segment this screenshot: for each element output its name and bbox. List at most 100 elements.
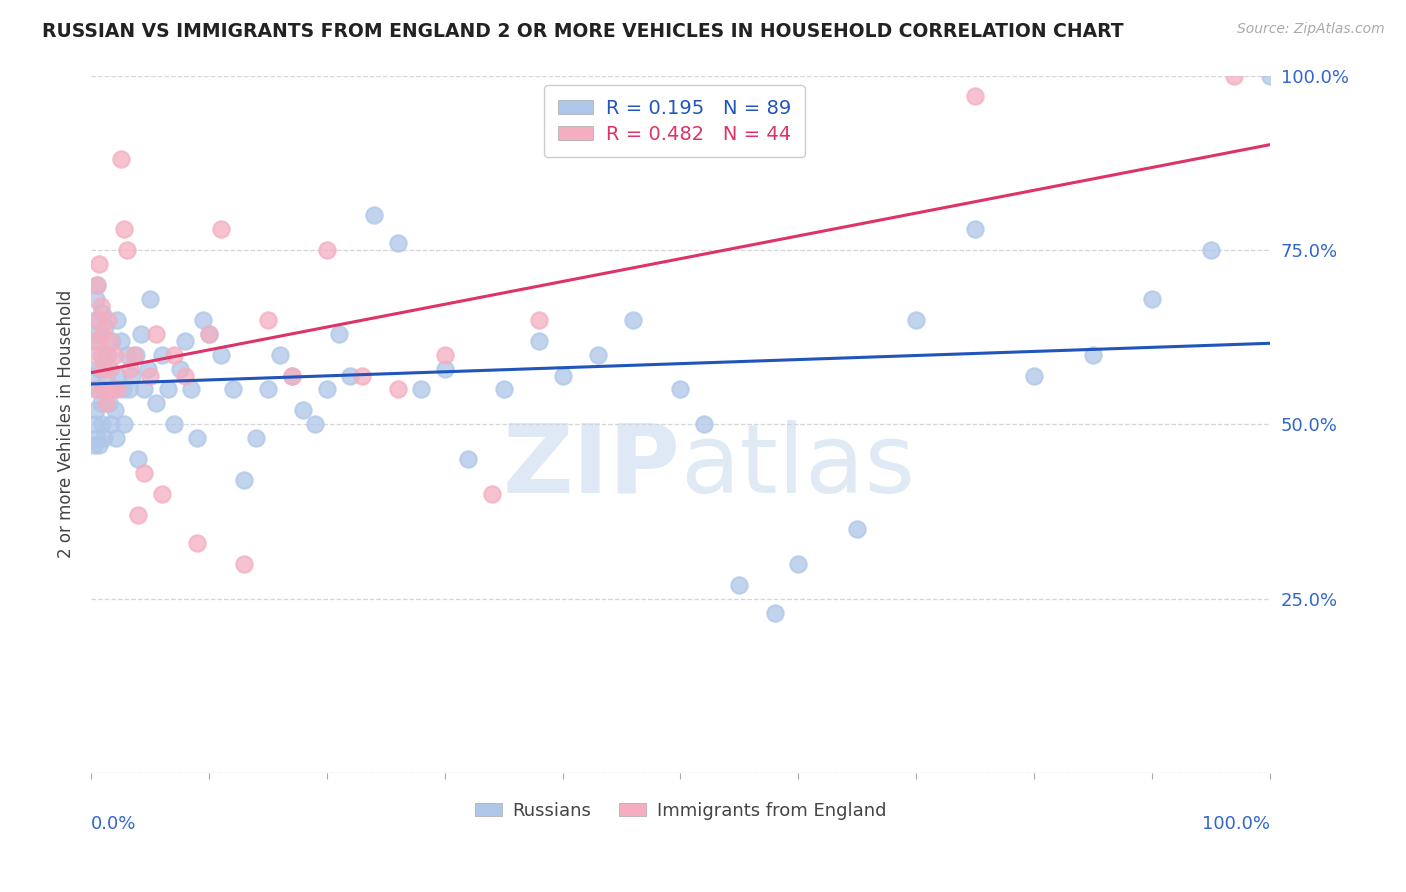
Point [481, 487, 503, 501]
Point [728, 578, 751, 592]
Point [105, 383, 128, 397]
Point [87, 326, 110, 341]
Point [104, 348, 127, 362]
Point [339, 368, 361, 383]
Point [90, 396, 112, 410]
Point [905, 312, 928, 326]
Point [127, 508, 149, 522]
Point [118, 383, 141, 397]
Point [304, 417, 326, 432]
Point [112, 417, 135, 432]
Point [97, 396, 120, 410]
Point [110, 334, 132, 348]
Point [121, 368, 143, 383]
Point [363, 208, 385, 222]
Point [551, 368, 574, 383]
Point [129, 326, 152, 341]
Point [84, 403, 107, 417]
Point [90, 299, 112, 313]
Point [98, 361, 121, 376]
Point [89, 361, 111, 376]
Point [233, 473, 256, 487]
Point [96, 368, 118, 383]
Point [1022, 368, 1045, 383]
Point [87, 312, 110, 326]
Point [98, 334, 121, 348]
Point [101, 334, 124, 348]
Point [100, 417, 122, 432]
Point [139, 368, 162, 383]
Text: ZIP: ZIP [502, 420, 681, 513]
Point [198, 326, 221, 341]
Point [94, 319, 117, 334]
Point [527, 334, 550, 348]
Point [280, 368, 302, 383]
Point [198, 326, 221, 341]
Point [280, 368, 302, 383]
Point [139, 292, 162, 306]
Point [90, 326, 112, 341]
Legend: Russians, Immigrants from England: Russians, Immigrants from England [468, 795, 893, 827]
Point [169, 361, 191, 376]
Point [83, 383, 105, 397]
Point [115, 348, 138, 362]
Point [492, 383, 515, 397]
Point [245, 431, 267, 445]
Point [86, 431, 108, 445]
Point [104, 431, 127, 445]
Point [83, 438, 105, 452]
Text: Source: ZipAtlas.com: Source: ZipAtlas.com [1237, 22, 1385, 37]
Point [86, 277, 108, 292]
Point [846, 522, 869, 536]
Point [315, 243, 337, 257]
Point [97, 361, 120, 376]
Point [1223, 69, 1246, 83]
Point [257, 312, 280, 326]
Point [209, 348, 232, 362]
Point [174, 368, 197, 383]
Point [91, 361, 114, 376]
Y-axis label: 2 or more Vehicles in Household: 2 or more Vehicles in Household [58, 290, 75, 558]
Point [209, 222, 232, 236]
Point [111, 383, 134, 397]
Point [115, 243, 138, 257]
Point [101, 383, 124, 397]
Point [93, 383, 115, 397]
Point [387, 235, 409, 250]
Point [86, 277, 108, 292]
Point [1081, 348, 1104, 362]
Point [186, 431, 208, 445]
Point [84, 292, 107, 306]
Point [90, 306, 112, 320]
Point [163, 417, 186, 432]
Point [83, 417, 105, 432]
Point [180, 383, 202, 397]
Point [315, 383, 337, 397]
Point [269, 348, 291, 362]
Point [150, 487, 173, 501]
Point [83, 334, 105, 348]
Point [94, 348, 117, 362]
Point [457, 452, 479, 467]
Point [787, 557, 810, 571]
Point [145, 396, 167, 410]
Point [763, 606, 786, 620]
Point [96, 396, 118, 410]
Point [1258, 69, 1281, 83]
Point [125, 348, 148, 362]
Point [90, 348, 112, 362]
Point [1140, 292, 1163, 306]
Point [89, 438, 111, 452]
Point [145, 326, 167, 341]
Point [110, 153, 132, 167]
Point [186, 536, 208, 550]
Point [352, 368, 374, 383]
Point [127, 452, 149, 467]
Point [104, 403, 127, 417]
Point [527, 312, 550, 326]
Point [693, 417, 716, 432]
Point [669, 383, 692, 397]
Point [93, 431, 115, 445]
Point [411, 383, 433, 397]
Point [83, 312, 105, 326]
